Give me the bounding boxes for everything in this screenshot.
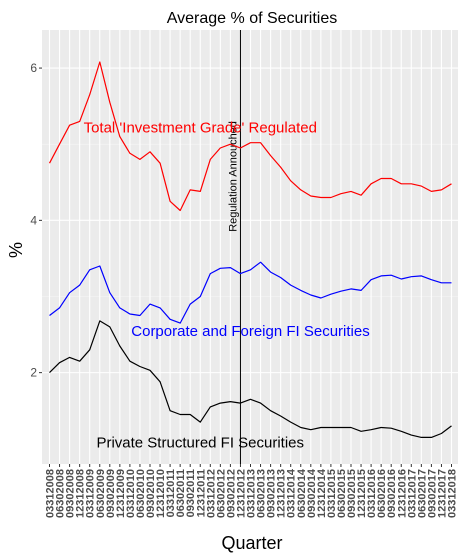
series-line [49,261,452,324]
series-lines [48,61,452,438]
x-tick-label: 03312016 [366,469,378,518]
x-tick-label: 03312014 [286,468,298,518]
x-tick-label: 12312012 [235,469,247,518]
x-tick-label: 12312015 [356,469,368,518]
x-tick-label: 03312010 [125,469,137,518]
x-tick-label: 09302016 [386,469,398,518]
y-ticks: 2 4 6 [30,61,42,380]
x-tick-label: 06302015 [336,469,348,518]
x-tick-label: 06302009 [95,469,107,518]
x-tick-label: 09302008 [65,469,77,518]
x-tick-label: 03312009 [85,469,97,518]
x-tick-label: 12312011 [195,469,207,517]
x-tick-label: 06302011 [175,469,187,517]
event-label: Regulation Annouched [227,121,239,232]
series-labels: Total 'Investment Grade' Regulated Corpor… [84,119,370,451]
x-tick-label: 06302016 [376,469,388,518]
event-marker: Regulation Annouched [227,30,241,464]
x-ticks: 0331200806302008093020081231200803312009… [45,464,459,518]
x-tick-label: 03312008 [45,469,57,518]
y-axis-label: % [6,242,26,258]
grid-lines [42,30,458,464]
x-tick-label: 12312008 [75,469,87,518]
x-tick-label: 12312014 [316,468,328,518]
x-tick-label: 03312018 [447,469,459,518]
x-tick-label: 09302012 [225,469,237,518]
x-tick-label: 03312012 [205,469,217,518]
x-tick-label: 09302009 [105,469,117,518]
x-tick-label: 06302012 [215,469,227,518]
y-tick-label: 4 [30,213,37,227]
x-tick-label: 03312013 [246,469,258,518]
x-tick-label: 06302010 [135,469,147,518]
series-label: Corporate and Foreign FI Securities [131,323,369,340]
x-tick-label: 09302017 [426,469,438,518]
x-axis-label: Quarter [221,533,282,553]
x-tick-label: 06302013 [256,469,268,518]
x-tick-label: 09302013 [266,469,278,518]
series-label: Total 'Investment Grade' Regulated [84,119,317,136]
x-tick-label: 12312010 [155,469,167,518]
x-tick-label: 09302015 [346,469,358,518]
x-tick-label: 09302010 [145,469,157,518]
x-tick-label: 06302014 [296,468,308,518]
series-line [49,320,452,438]
series-line [48,61,452,212]
x-tick-label: 06302017 [416,469,428,518]
x-tick-label: 12312013 [276,469,288,518]
series-label: Private Structured FI Securities [96,435,304,452]
x-tick-label: 06302008 [55,469,67,518]
x-tick-label: 12312017 [436,469,448,518]
x-tick-label: 12312016 [396,469,408,518]
x-tick-label: 12312009 [115,469,127,518]
x-tick-label: 03312011 [165,469,177,517]
y-tick-label: 2 [30,366,37,380]
x-tick-label: 09302011 [185,469,197,517]
x-tick-label: 09302014 [306,468,318,518]
y-tick-label: 6 [30,61,37,75]
x-tick-label: 03312015 [326,469,338,518]
x-tick-label: 03312017 [406,469,418,518]
chart-title: Average % of Securities [167,10,337,27]
